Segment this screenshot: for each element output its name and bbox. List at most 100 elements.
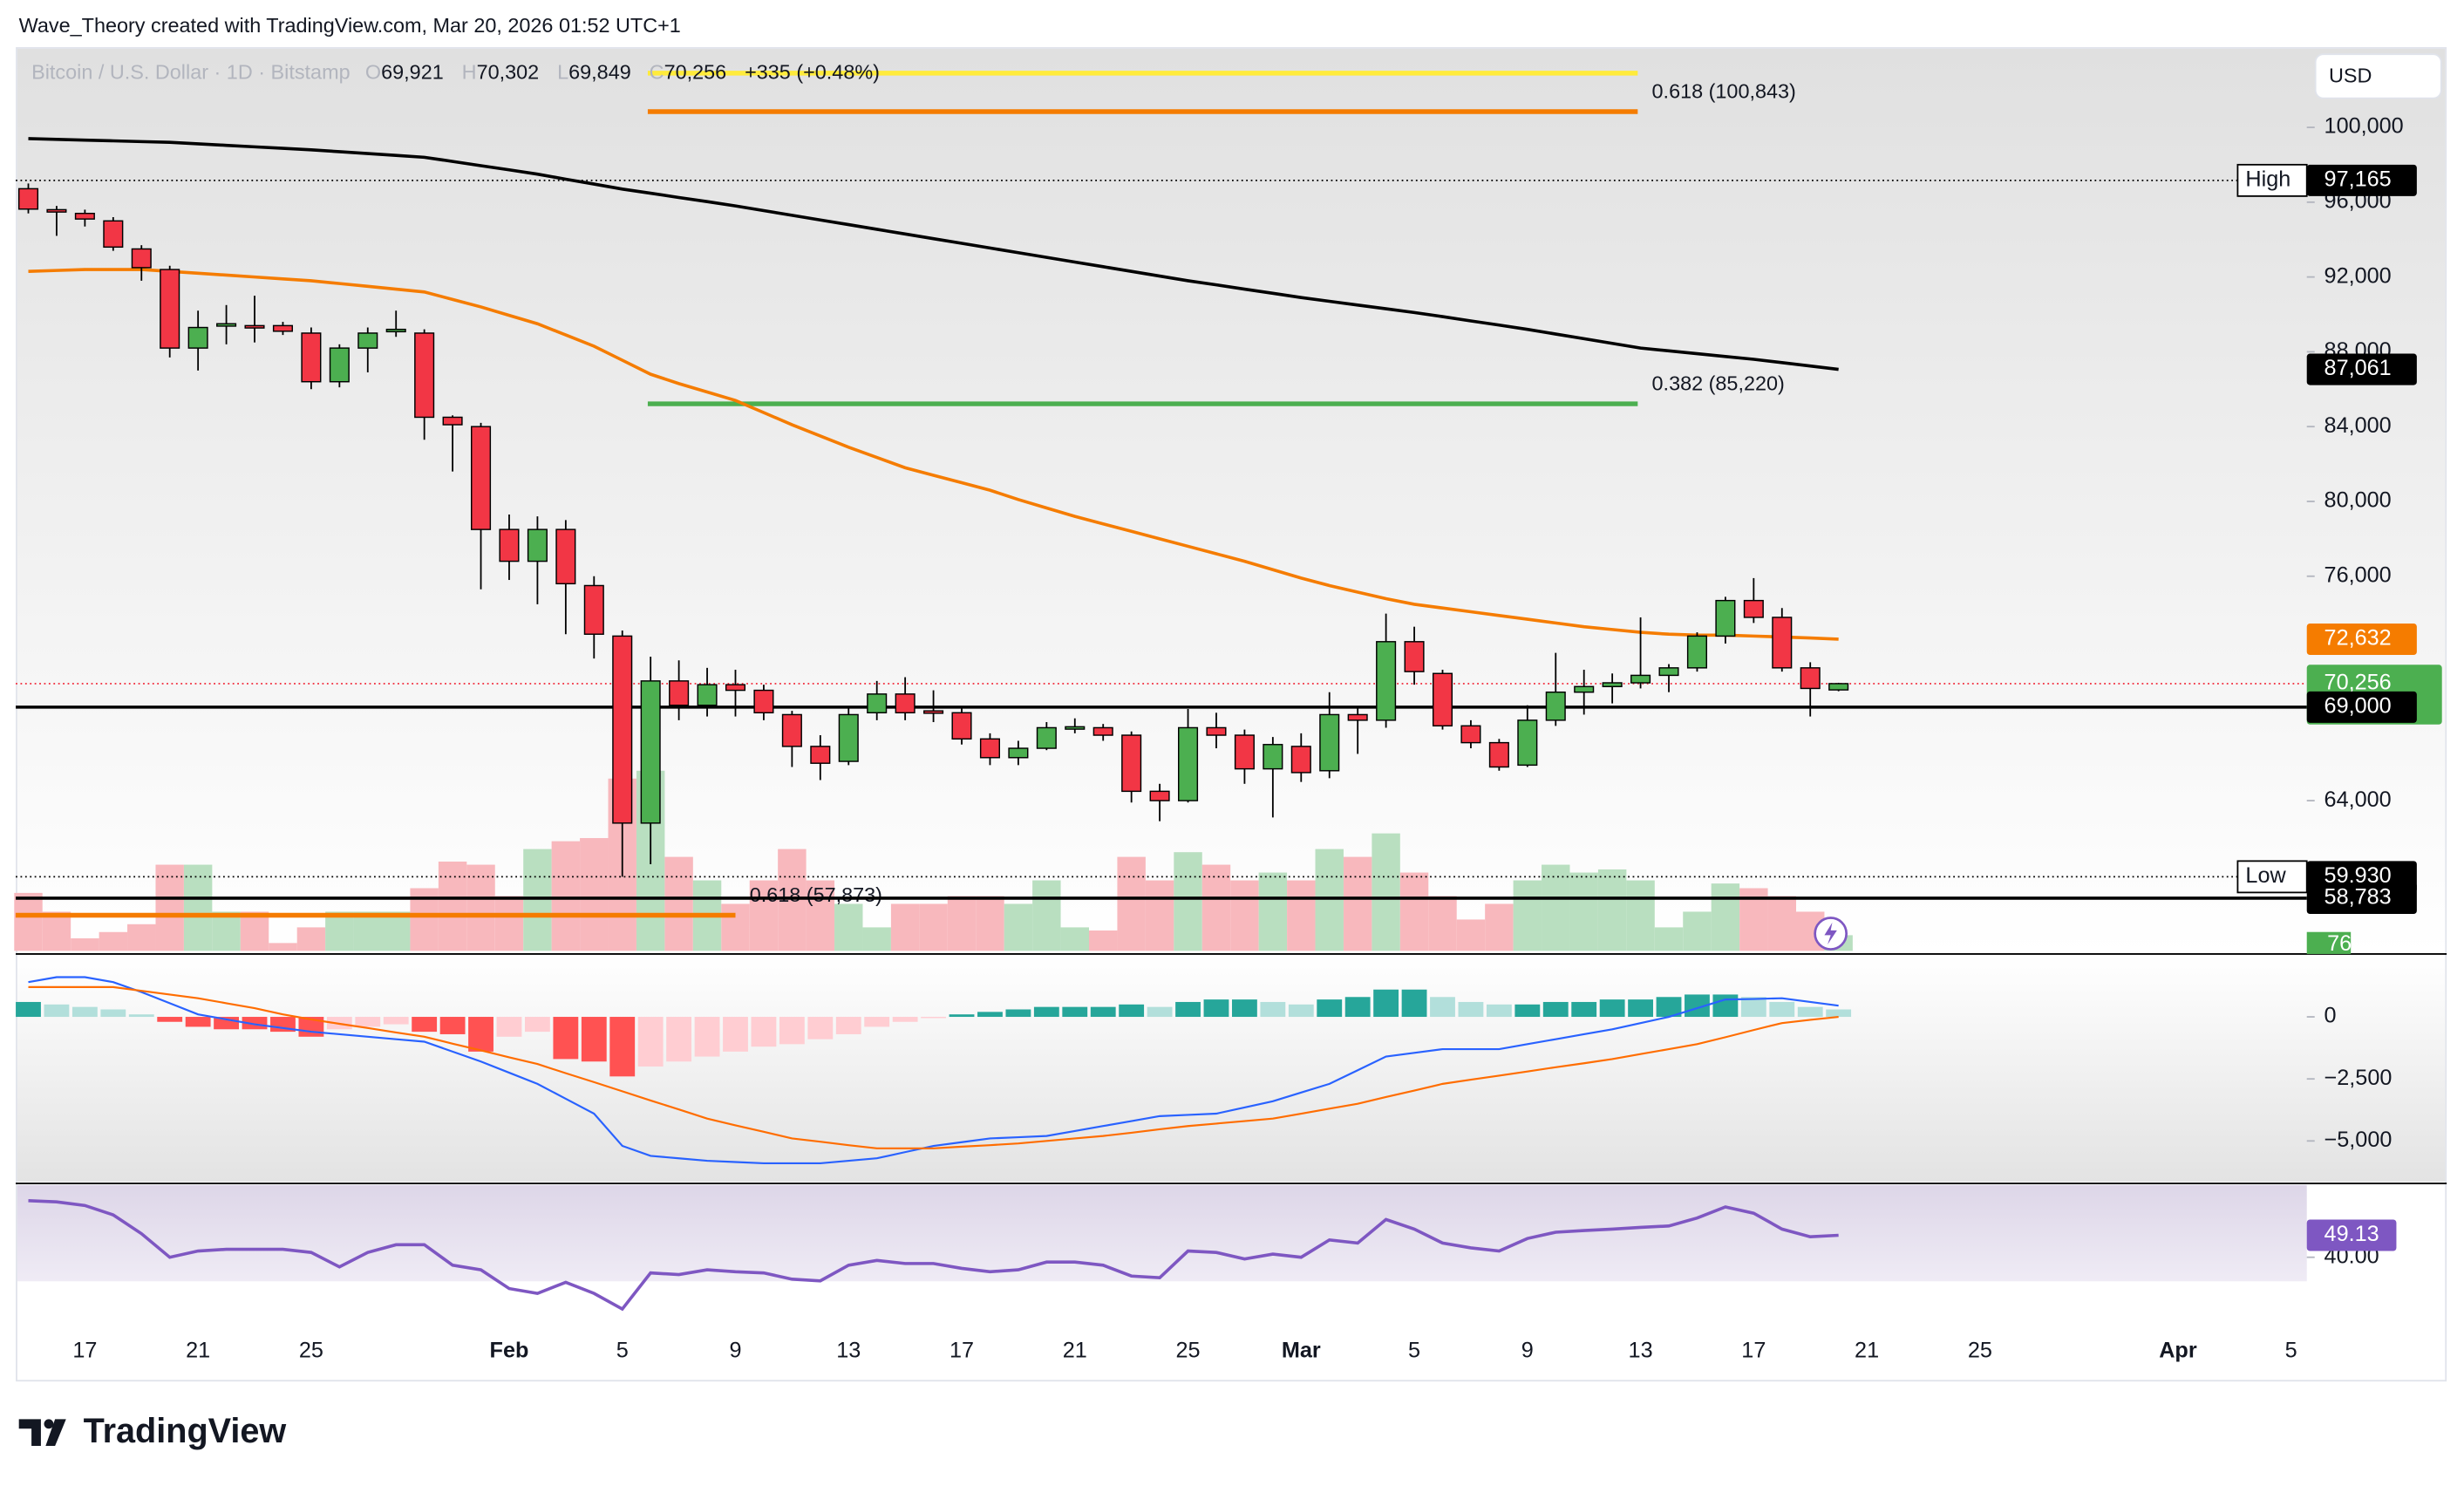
- candle-body: [1715, 599, 1736, 637]
- candle-body: [923, 710, 944, 714]
- candle-body: [1008, 747, 1029, 759]
- rsi-label-box: [2306, 1219, 2397, 1251]
- fib-label: 0.618 (57,873): [750, 883, 882, 906]
- volume-bar: [1767, 896, 1796, 951]
- ohlc-key: L: [557, 61, 568, 84]
- candle-body: [1686, 635, 1707, 669]
- volume-bar: [834, 903, 863, 951]
- candle-body: [583, 584, 604, 635]
- volume-bar: [664, 856, 693, 951]
- histogram-bar: [1373, 989, 1399, 1018]
- histogram-bar: [1542, 1001, 1569, 1018]
- volume-bar: [1004, 903, 1033, 951]
- candle-body: [1488, 741, 1509, 768]
- currency[interactable]: USD: [2329, 64, 2372, 86]
- ohlc-value: 69,921: [381, 61, 444, 84]
- symbol: Bitcoin / U.S. Dollar · 1D · Bitstamp: [31, 61, 351, 84]
- histogram-bar: [949, 1014, 975, 1018]
- volume-bar: [1372, 833, 1400, 951]
- candle-body: [1828, 683, 1849, 691]
- price-tag-box: [2236, 163, 2308, 197]
- price-label-box: [2306, 882, 2417, 914]
- histogram-bar: [496, 1017, 522, 1037]
- histogram-bar: [1090, 1006, 1116, 1018]
- candle-body: [272, 324, 293, 332]
- histogram-bar: [1317, 999, 1343, 1018]
- indicator-label-box: [2306, 931, 2352, 954]
- histogram-bar: [921, 1017, 946, 1019]
- volume-bar: [1513, 880, 1542, 951]
- volume-bar: [127, 924, 156, 951]
- x-tick-label: 17: [1741, 1339, 1766, 1363]
- x-tick-label: 21: [1063, 1339, 1087, 1363]
- candle-body: [1206, 726, 1227, 736]
- volume-bar: [1287, 880, 1316, 951]
- x-tick-label: 13: [836, 1339, 861, 1363]
- volume-bar: [1032, 880, 1061, 951]
- candle-body: [301, 332, 322, 383]
- histogram-bar: [242, 1017, 268, 1030]
- ai-icon-bolt: [1824, 922, 1837, 945]
- candle-body: [385, 328, 406, 333]
- histogram-bar: [468, 1017, 493, 1052]
- candle-body: [867, 693, 888, 714]
- histogram-bar: [1599, 999, 1625, 1018]
- candle-body: [1290, 746, 1311, 774]
- candle-body: [669, 680, 690, 706]
- histogram-bar: [1119, 1004, 1145, 1018]
- volume-bar: [1315, 849, 1344, 951]
- volume-bar: [494, 896, 524, 951]
- histogram-bar: [383, 1017, 409, 1025]
- y-tick-label: 76,000: [2324, 562, 2392, 587]
- price-label: 70,256: [2324, 671, 2392, 695]
- logo-mark: [18, 1419, 66, 1447]
- histogram-bar: [157, 1017, 183, 1022]
- candle-body: [781, 713, 802, 747]
- candle-body: [612, 635, 633, 824]
- candle-body: [74, 212, 95, 220]
- x-tick-label: 9: [729, 1339, 741, 1363]
- x-tick-label: 13: [1629, 1339, 1653, 1363]
- candle-body: [160, 269, 180, 349]
- attribution: Wave_Theory created with TradingView.com…: [19, 14, 681, 37]
- candle-body: [244, 324, 265, 329]
- candle-body: [1545, 691, 1566, 721]
- candle-body: [1460, 725, 1481, 744]
- volume-bar: [240, 911, 269, 951]
- main-pane: [17, 48, 2446, 954]
- candle-body: [1432, 672, 1453, 727]
- candle-body: [1092, 726, 1113, 736]
- currency-button[interactable]: [2314, 53, 2442, 99]
- candle-body: [951, 712, 972, 740]
- candle-body: [1658, 667, 1679, 677]
- ohlc-key: O: [365, 61, 381, 84]
- histogram-bar: [1514, 1004, 1541, 1018]
- legend-header: Bitcoin / U.S. Dollar · 1D · Bitstamp O6…: [31, 61, 880, 84]
- y-tick-label: 80,000: [2324, 488, 2392, 513]
- macd-line: [28, 976, 1839, 1165]
- volume-bar: [1654, 927, 1684, 951]
- volume-bar: [778, 849, 807, 951]
- histogram-bar: [1797, 1006, 1823, 1018]
- candle-body: [1121, 734, 1142, 793]
- candle-body: [1234, 734, 1255, 770]
- price-label-box: [2306, 691, 2417, 723]
- candle-body: [838, 713, 859, 762]
- histogram-bar: [694, 1017, 720, 1057]
- candle-body: [17, 187, 39, 210]
- volume-bar: [1428, 896, 1457, 951]
- histogram-bar: [1203, 999, 1229, 1018]
- histogram-bar: [1656, 997, 1682, 1018]
- volume-bar: [381, 911, 411, 951]
- candle-body: [414, 332, 435, 419]
- candle-body: [725, 684, 746, 692]
- price-label: 87,061: [2324, 356, 2392, 380]
- macd-line: [28, 985, 1839, 1149]
- x-tick-label: 25: [1968, 1339, 1992, 1363]
- volume-bar: [1088, 930, 1118, 951]
- volume-bar: [1060, 927, 1089, 951]
- y-tick-label: 0: [2324, 1004, 2337, 1028]
- volume-bar: [183, 864, 213, 951]
- candle-body: [697, 684, 718, 706]
- volume-bar: [1542, 864, 1570, 951]
